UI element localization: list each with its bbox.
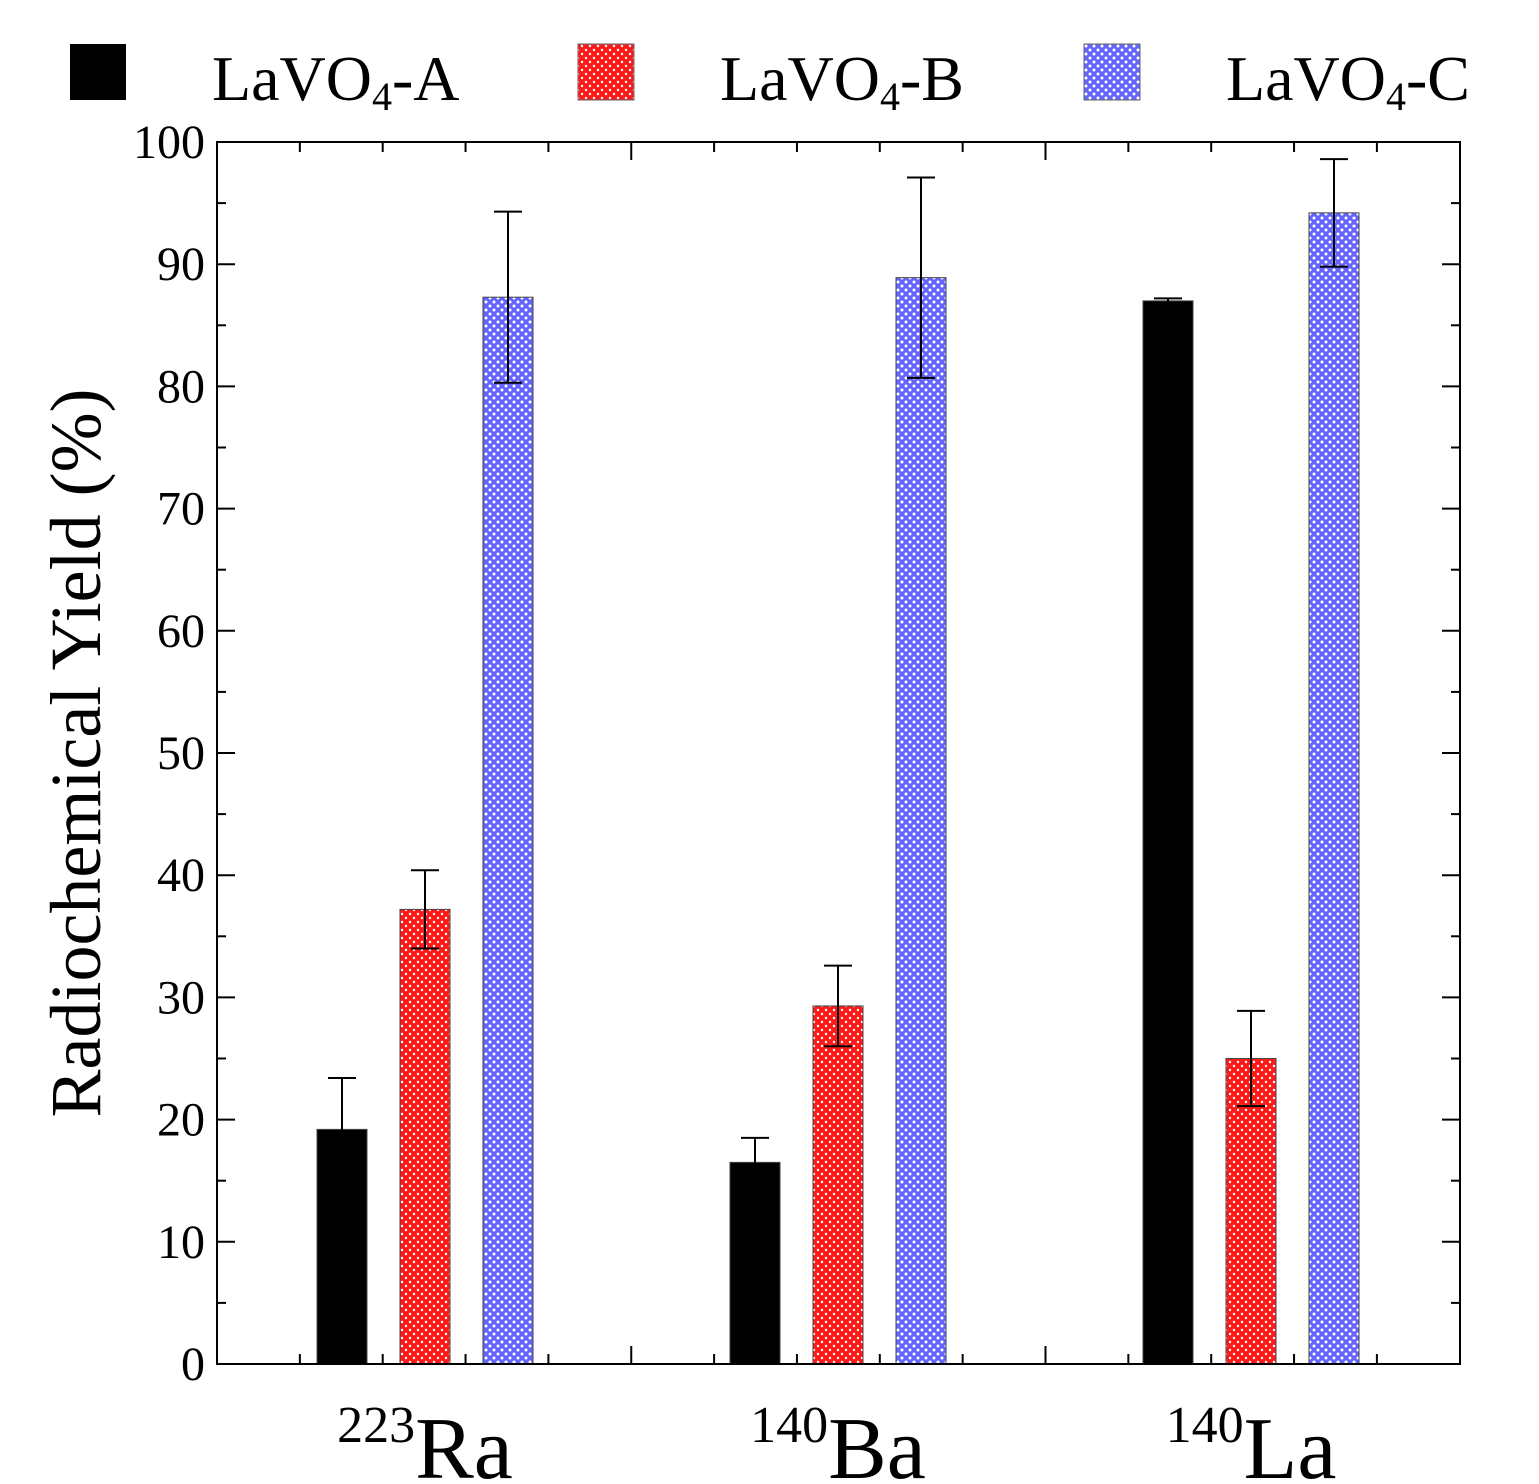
y-axis-label-group: Radiochemical Yield (%) — [36, 388, 116, 1117]
y-tick-label: 100 — [133, 116, 205, 169]
bar-LaVO4-C-Ba — [895, 277, 947, 1365]
bar-LaVO4-B-La — [1225, 1058, 1277, 1365]
bar-LaVO4-C-Ra — [482, 296, 534, 1365]
isotope-mass-number: 140 — [750, 1397, 828, 1454]
isotope-mass-number: 223 — [337, 1397, 415, 1454]
y-tick-label: 40 — [157, 849, 205, 902]
y-tick-label: 80 — [157, 360, 205, 413]
x-axis-labels: 223Ra 140Ba 140La — [337, 1397, 1336, 1484]
y-tick-label: 10 — [157, 1216, 205, 1269]
bar-LaVO4-B-Ra — [399, 908, 451, 1365]
y-tick-label: 60 — [157, 605, 205, 658]
bar-LaVO4-C-La — [1308, 212, 1360, 1365]
y-tick-label: 30 — [157, 971, 205, 1024]
legend-swatch-LaVO4-B — [577, 43, 635, 101]
y-tick-label: 50 — [157, 727, 205, 780]
isotope-symbol: Ra — [415, 1401, 513, 1484]
plot-frame — [216, 141, 1461, 1365]
legend-label-LaVO4-A: LaVO4-A — [212, 43, 459, 119]
isotope-symbol: La — [1244, 1401, 1337, 1484]
bar-LaVO4-B-Ba — [812, 1005, 864, 1365]
isotope-mass-number: 140 — [1166, 1397, 1244, 1454]
x-category-label: 140Ba — [750, 1397, 926, 1484]
bar-LaVO4-A-La — [1142, 300, 1194, 1365]
legend-swatch-LaVO4-C — [1083, 43, 1141, 101]
legend-swatch-LaVO4-A — [70, 44, 126, 100]
bars — [316, 158, 1360, 1365]
y-tick-label: 90 — [157, 238, 205, 291]
y-axis-title: Radiochemical Yield (%) — [36, 388, 116, 1117]
legend: LaVO4-A LaVO4-B LaVO4-C — [70, 43, 1470, 119]
legend-label-LaVO4-B: LaVO4-B — [720, 43, 964, 119]
bar-LaVO4-A-Ba — [729, 1161, 781, 1365]
y-axis-ticks: 0 10 20 30 40 50 60 70 80 90 100 — [133, 116, 1460, 1391]
y-tick-label: 0 — [181, 1338, 205, 1391]
isotope-symbol: Ba — [828, 1401, 926, 1484]
x-category-label: 140La — [1166, 1397, 1337, 1484]
x-category-label: 223Ra — [337, 1397, 513, 1484]
y-tick-label: 20 — [157, 1094, 205, 1147]
y-tick-label: 70 — [157, 483, 205, 536]
legend-label-LaVO4-C: LaVO4-C — [1226, 43, 1470, 119]
